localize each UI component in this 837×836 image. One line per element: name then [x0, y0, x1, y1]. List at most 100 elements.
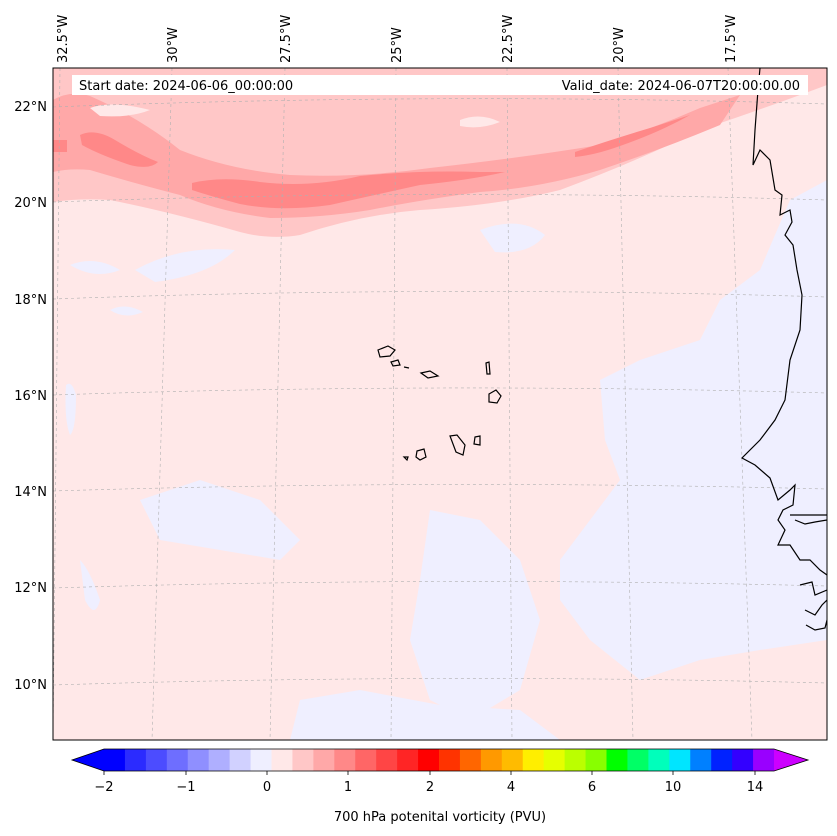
- map-frame: [52, 67, 828, 741]
- colorbar-cell: [418, 749, 440, 771]
- pv-field: [53, 68, 827, 740]
- lon-label: 17.5°W: [724, 15, 739, 63]
- parallel-14n: [53, 484, 827, 492]
- colorbar-tick-label: 14: [747, 780, 764, 795]
- colorbar-cell: [187, 749, 210, 771]
- colorbar-over-arrow: [774, 749, 808, 771]
- colorbar-cell: [711, 749, 733, 771]
- colorbar-cell: [334, 749, 356, 771]
- meridian-22-5w: [506, 68, 513, 740]
- meridian-30w: [151, 68, 173, 740]
- colorbar-cell: [648, 749, 670, 771]
- lon-label: 22.5°W: [501, 15, 516, 63]
- island-brava: [402, 456, 409, 462]
- pv-low-center: [410, 510, 540, 720]
- coast-gambia: [794, 519, 827, 525]
- lat-label: 18°N: [14, 293, 47, 308]
- colorbar-tick-label: 1: [344, 780, 352, 795]
- island-santiago: [449, 434, 466, 456]
- colorbar-cell: [271, 749, 294, 771]
- colorbar-tick-labels: −2 −1 0 1 2 4 6 10 14: [94, 780, 763, 795]
- colorbar-under-arrow: [72, 749, 104, 771]
- colorbar-cell: [313, 749, 335, 771]
- pv-low-west: [65, 383, 76, 435]
- colorbar-cell: [522, 749, 545, 771]
- coast-guinea: [799, 581, 827, 631]
- lat-label: 14°N: [14, 485, 47, 500]
- graticule: [53, 68, 827, 740]
- info-banner: [72, 75, 808, 95]
- colorbar-tick-label: 6: [588, 780, 596, 795]
- colorbar-tick-label: 2: [426, 780, 434, 795]
- island-santa-luzia: [403, 366, 410, 369]
- colorbar-cell: [376, 749, 398, 771]
- colorbar-cell: [585, 749, 608, 771]
- island-sao-nicolau: [419, 370, 440, 379]
- pv-gap-top-2: [460, 116, 500, 128]
- pv-low-north-2: [135, 249, 235, 282]
- lat-label: 16°N: [14, 389, 47, 404]
- pv-low-south: [290, 690, 560, 740]
- lon-label: 20°W: [612, 27, 627, 63]
- colorbar-cell: [480, 749, 503, 771]
- pv-band-red-2: [192, 171, 505, 209]
- colorbar-cell: [690, 749, 712, 771]
- colorbar-cell: [439, 749, 461, 771]
- meridian-20w: [617, 68, 634, 740]
- island-boa-vista: [488, 389, 502, 404]
- lat-label: 10°N: [14, 678, 47, 693]
- coastlines: [377, 68, 827, 631]
- colorbar-cell: [459, 749, 482, 771]
- pv-low-north-1: [70, 261, 120, 274]
- island-maio: [473, 435, 481, 446]
- colorbar-tick-label: 10: [665, 780, 682, 795]
- colorbar-cell: [732, 749, 754, 771]
- colorbar-cell: [397, 749, 419, 771]
- colorbar-cell: [229, 749, 252, 771]
- parallel-18n: [53, 291, 827, 300]
- lat-labels: 22°N 20°N 18°N 16°N 14°N 12°N 10°N: [14, 100, 47, 693]
- colorbar-title: 700 hPa potenital vorticity (PVU): [334, 810, 546, 825]
- colorbar-cell: [124, 749, 147, 771]
- valid-date-label: Valid_date: 2024-06-07T20:00:00.00: [562, 79, 800, 94]
- lon-label: 30°W: [166, 27, 181, 63]
- colorbar-cell: [250, 749, 273, 771]
- pv-low-east: [560, 180, 827, 680]
- colorbar-cell: [753, 749, 775, 771]
- lat-label: 22°N: [14, 100, 47, 115]
- colorbar-cell: [501, 749, 524, 771]
- colorbar-cell: [543, 749, 566, 771]
- colorbar-cell: [564, 749, 587, 771]
- colorbar-cell: [208, 749, 231, 771]
- lon-label: 27.5°W: [279, 15, 294, 63]
- colorbar-tick-label: −2: [94, 780, 113, 795]
- colorbar: −2 −1 0 1 2 4 6 10 14 700 hPa potenital …: [70, 748, 810, 825]
- parallel-10n: [53, 678, 827, 686]
- colorbar-ticks: [103, 771, 756, 775]
- colorbar-cell: [669, 749, 691, 771]
- island-sao-vicente: [390, 359, 401, 367]
- parallel-20n: [53, 194, 827, 203]
- parallel-22n: [53, 98, 827, 108]
- colorbar-cells: [104, 749, 775, 771]
- pv-band-red-4: [53, 140, 67, 152]
- lon-label: 32.5°W: [56, 15, 71, 63]
- lon-label: 25°W: [390, 27, 405, 63]
- pv-band-red-3: [575, 115, 690, 157]
- colorbar-cell: [104, 749, 126, 771]
- island-sal: [485, 361, 491, 375]
- colorbar-tick-label: 4: [507, 780, 515, 795]
- colorbar-cell: [355, 749, 377, 771]
- pv-low-southwest: [140, 480, 300, 560]
- parallel-16n: [53, 387, 827, 396]
- meridian-25w: [390, 68, 397, 740]
- map-panel: Start date: 2024-06-06_00:00:00 Valid_da…: [14, 15, 828, 741]
- meridian-17-5w: [727, 68, 753, 740]
- colorbar-cell: [627, 749, 649, 771]
- coast-africa: [741, 68, 827, 576]
- pv-low-north-3: [480, 223, 545, 253]
- pv-gap-top: [90, 104, 150, 117]
- pv-band-red-1: [80, 132, 158, 167]
- colorbar-cell: [606, 749, 629, 771]
